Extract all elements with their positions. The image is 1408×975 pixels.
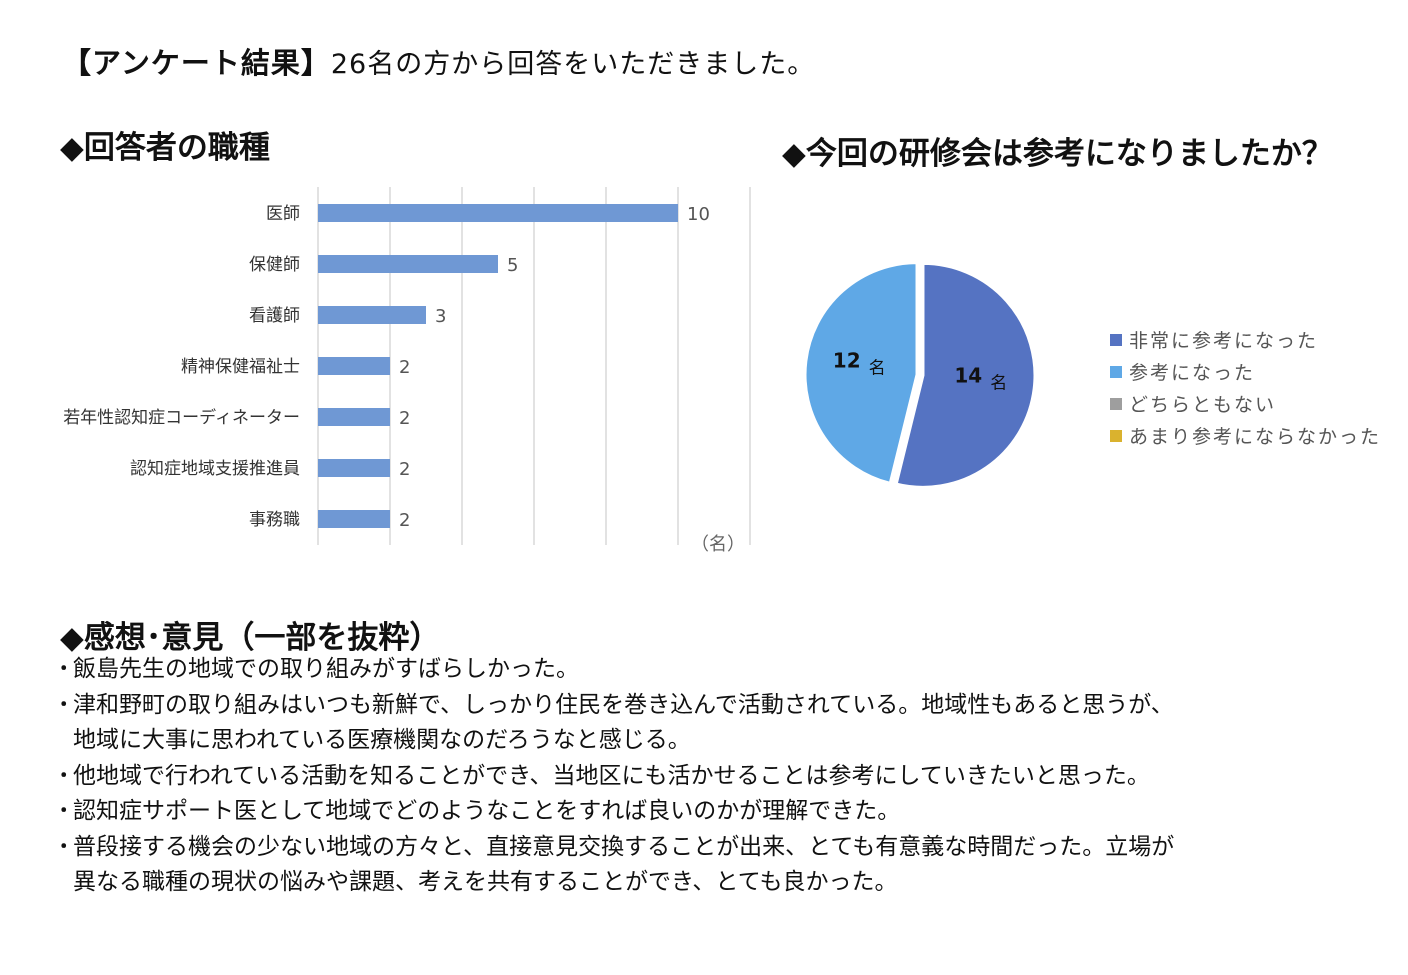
bar <box>318 204 678 222</box>
comment-item: ･飯島先生の地域での取り組みがすばらしかった。 <box>58 652 1378 688</box>
comment-line: ･認知症サポート医として地域でどのようなことをすれば良いのかが理解できた。 <box>58 794 1378 830</box>
page-title: 【アンケート結果】26名の方から回答をいただきました。 <box>62 40 815 82</box>
pie-slice <box>894 261 1037 489</box>
comment-text: 他地域で行われている活動を知ることができ、当地区にも活かせることは参考にしていき… <box>73 762 1150 789</box>
slice-unit: 名 <box>990 373 1007 393</box>
legend-label: 参考になった <box>1129 362 1255 384</box>
legend-label: 非常に参考になった <box>1129 330 1318 352</box>
category-label: 事務職 <box>249 510 300 530</box>
comments-list: ･飯島先生の地域での取り組みがすばらしかった。･津和野町の取り組みはいつも新鮮で… <box>58 652 1378 901</box>
slice-value: 12 <box>833 349 861 373</box>
comment-line: ･飯島先生の地域での取り組みがすばらしかった。 <box>58 652 1378 688</box>
comment-line: ･津和野町の取り組みはいつも新鮮で、しっかり住民を巻き込んで活動されている。地域… <box>58 688 1378 724</box>
pie-chart-heading: ◆今回の研修会は参考になりましたか？ <box>782 136 1333 172</box>
data-label: 5 <box>507 255 518 276</box>
comment-bullet: ･ <box>58 691 70 718</box>
legend-swatch <box>1110 366 1122 378</box>
bar <box>318 510 390 528</box>
legend-swatch <box>1110 334 1122 346</box>
data-label: 3 <box>435 306 446 327</box>
page-title-main: 【アンケート結果】 <box>62 46 331 80</box>
comment-bullet: ･ <box>58 656 70 682</box>
data-label: 2 <box>399 408 410 429</box>
comment-bullet: ･ <box>58 798 70 824</box>
comment-text: 飯島先生の地域での取り組みがすばらしかった。 <box>73 656 579 682</box>
category-label: 看護師 <box>249 306 300 326</box>
category-label: 医師 <box>266 204 300 224</box>
comment-bullet: ･ <box>58 762 70 789</box>
slice-value: 14 <box>954 363 982 387</box>
bar <box>318 459 390 477</box>
comment-text: 異なる職種の現状の悩みや課題、考えを共有することができ、とても良かった。 <box>73 869 898 895</box>
category-label: 精神保健福祉士 <box>181 357 300 377</box>
legend-swatch <box>1110 398 1122 410</box>
category-label: 若年性認知症コーディネーター <box>63 407 300 428</box>
comment-bullet <box>58 865 73 901</box>
bar <box>318 306 426 324</box>
page-title-sub: 26名の方から回答をいただきました。 <box>330 49 816 80</box>
comment-text: 地域に大事に思われている医療機関なのだろうなと感じる。 <box>73 727 691 753</box>
slice-unit: 名 <box>869 359 886 379</box>
category-label: 保健師 <box>249 255 300 275</box>
comment-bullet <box>58 723 73 759</box>
bar <box>318 357 390 375</box>
legend-label: あまり参考にならなかった <box>1129 426 1381 448</box>
category-label: 認知症地域支援推進員 <box>130 459 300 479</box>
bar <box>318 408 390 426</box>
comment-item: ･普段接する機会の少ない地域の方々と、直接意見交換することが出来、とても有意義な… <box>58 830 1378 901</box>
slice-label: 14 名 <box>954 363 1007 393</box>
comment-item: ･他地域で行われている活動を知ることができ、当地区にも活かせることは参考にしてい… <box>58 759 1378 795</box>
comment-text: 津和野町の取り組みはいつも新鮮で、しっかり住民を巻き込んで活動されている。地域性… <box>73 691 1174 718</box>
comments-heading: ◆感想･意見（一部を抜粋） <box>60 620 441 656</box>
data-label: 10 <box>687 204 710 225</box>
data-label: 2 <box>399 510 410 531</box>
comment-line: ･他地域で行われている活動を知ることができ、当地区にも活かせることは参考にしてい… <box>58 759 1378 795</box>
legend-label: どちらともない <box>1129 394 1276 416</box>
comment-line: ･普段接する機会の少ない地域の方々と、直接意見交換することが出来、とても有意義な… <box>58 830 1378 866</box>
comment-item: ･認知症サポート医として地域でどのようなことをすれば良いのかが理解できた。 <box>58 794 1378 830</box>
bar-chart-heading: ◆回答者の職種 <box>60 130 270 166</box>
comment-line: 異なる職種の現状の悩みや課題、考えを共有することができ、とても良かった。 <box>58 865 1378 901</box>
comment-bullet: ･ <box>58 833 70 860</box>
slice-label: 12 名 <box>833 349 886 379</box>
bar <box>318 255 498 273</box>
comment-line: 地域に大事に思われている医療機関なのだろうなと感じる。 <box>58 723 1378 759</box>
comment-text: 認知症サポート医として地域でどのようなことをすれば良いのかが理解できた。 <box>73 798 901 824</box>
legend-swatch <box>1110 430 1122 442</box>
pie-slice <box>803 261 919 486</box>
data-label: 2 <box>399 459 410 480</box>
comment-text: 普段接する機会の少ない地域の方々と、直接意見交換することが出来、とても有意義な時… <box>73 833 1175 860</box>
data-label: 2 <box>399 357 410 378</box>
occupation-bar-chart: 医師 10 保健師 5 看護師 3 精神保健福祉士 2 若年性認知症コーディネーター 2 認知症地域… <box>63 187 751 555</box>
x-axis-unit-label: （名） <box>691 534 745 555</box>
comment-item: ･津和野町の取り組みはいつも新鮮で、しっかり住民を巻き込んで活動されている。地域… <box>58 688 1378 759</box>
